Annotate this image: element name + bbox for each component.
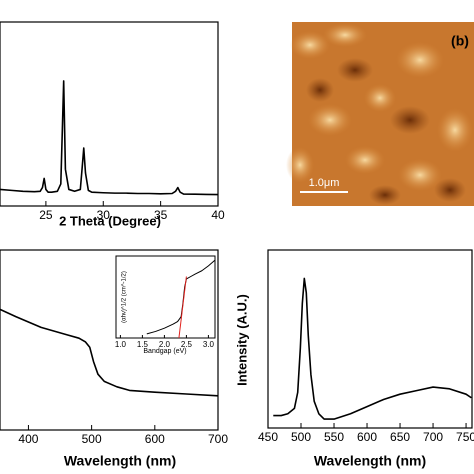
x-tick-label: 3.0: [203, 340, 215, 349]
annotation: 1.0μm: [309, 177, 340, 189]
x-tick-label: 400: [18, 432, 38, 446]
x-tick-label: 650: [390, 430, 410, 444]
x-axis-label: 2 Theta (Degree): [59, 213, 161, 228]
x-tick-label: 550: [324, 430, 344, 444]
x-tick-label: 40: [211, 208, 225, 222]
x-tick-label: 35: [154, 208, 168, 222]
x-tick-label: 700: [423, 430, 443, 444]
plot-frame: [115, 255, 216, 339]
x-tick-label: 500: [82, 432, 102, 446]
x-tick-label: 1.0: [115, 340, 127, 349]
x-tick-label: 600: [357, 430, 377, 444]
x-tick-label: 750: [456, 430, 474, 444]
afm-image: [286, 22, 474, 206]
data-line: [178, 276, 187, 339]
x-tick-label: 30: [97, 208, 111, 222]
y-axis-label: (αhν)^1/2 (cm^-1/2): [122, 271, 128, 323]
plot-frame: [267, 249, 473, 429]
x-tick-label: 2.0: [159, 340, 171, 349]
x-tick-label: 450: [258, 430, 278, 444]
annotation: (b): [451, 33, 469, 49]
plot-frame: [0, 21, 219, 207]
x-tick-label: 25: [39, 208, 53, 222]
x-tick-label: 600: [145, 432, 165, 446]
y-axis-label: Intensity (A.U.): [234, 294, 249, 386]
data-line: [0, 80, 219, 196]
x-tick-label: 700: [208, 432, 228, 446]
x-tick-label: 500: [291, 430, 311, 444]
x-axis-label: Bandgap (eV): [143, 348, 186, 355]
x-tick-label: 2.5: [181, 340, 193, 349]
data-line: [0, 308, 219, 397]
x-tick-label: 1.5: [137, 340, 149, 349]
x-axis-label: Wavelength (nm): [314, 453, 426, 469]
data-line: [273, 277, 472, 420]
x-axis-label: Wavelength (nm): [64, 453, 176, 469]
